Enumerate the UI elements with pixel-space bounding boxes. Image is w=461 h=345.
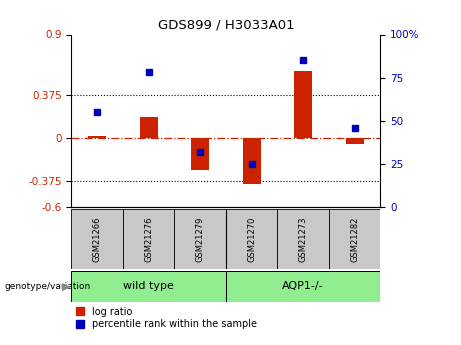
Bar	[294, 71, 312, 138]
Title: GDS899 / H3033A01: GDS899 / H3033A01	[158, 19, 294, 32]
FancyBboxPatch shape	[226, 271, 380, 302]
Text: AQP1-/-: AQP1-/-	[282, 282, 324, 291]
Text: wild type: wild type	[123, 282, 174, 291]
Text: GSM21273: GSM21273	[299, 216, 307, 262]
FancyBboxPatch shape	[71, 271, 226, 302]
Legend: log ratio, percentile rank within the sample: log ratio, percentile rank within the sa…	[77, 307, 257, 329]
Text: GSM21270: GSM21270	[247, 216, 256, 262]
Bar	[140, 117, 158, 138]
Text: GSM21276: GSM21276	[144, 216, 153, 262]
Bar	[242, 138, 260, 184]
Bar	[191, 138, 209, 170]
Bar	[346, 138, 364, 144]
FancyBboxPatch shape	[174, 209, 226, 269]
Bar	[88, 136, 106, 138]
Text: GSM21266: GSM21266	[93, 216, 102, 262]
Text: GSM21282: GSM21282	[350, 216, 359, 262]
FancyBboxPatch shape	[71, 209, 123, 269]
FancyBboxPatch shape	[226, 209, 278, 269]
Text: GSM21279: GSM21279	[195, 216, 205, 262]
FancyBboxPatch shape	[278, 209, 329, 269]
Text: ▶: ▶	[62, 282, 71, 291]
Text: genotype/variation: genotype/variation	[5, 282, 91, 291]
FancyBboxPatch shape	[123, 209, 174, 269]
FancyBboxPatch shape	[329, 209, 380, 269]
